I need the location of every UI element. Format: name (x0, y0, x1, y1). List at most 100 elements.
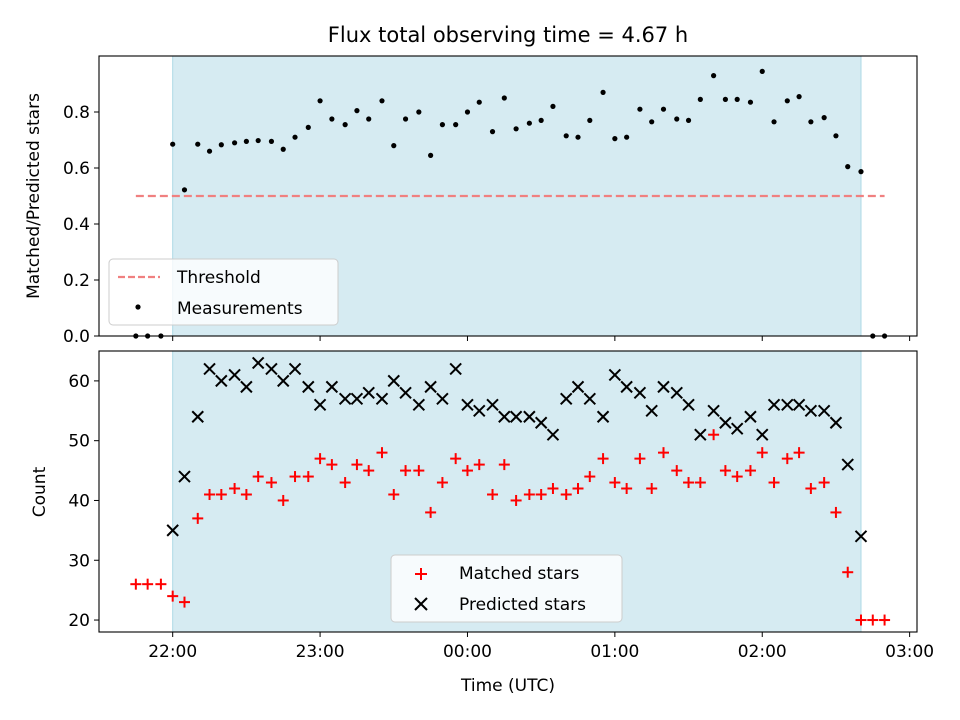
measurement-point (268, 138, 275, 144)
predicted-star-point (498, 410, 511, 423)
top-ylabel: Matched/Predicted stars (24, 93, 44, 299)
top-title: Flux total observing time = 4.67 h (328, 23, 688, 47)
matched-star-point (498, 459, 510, 471)
predicted-star-point (302, 380, 315, 394)
matched-star-point (461, 465, 473, 477)
predicted-star-point (682, 398, 695, 412)
predicted-star-point (265, 362, 278, 376)
measurement-point (416, 109, 422, 115)
measurement-point (181, 187, 188, 193)
predicted-star-point (744, 410, 757, 423)
measurement-point (796, 94, 802, 100)
matched-star-point (351, 459, 363, 471)
predicted-star-point (486, 398, 499, 412)
matched-star-point (830, 506, 842, 518)
predicted-star-point (191, 410, 204, 423)
matched-star-point (621, 483, 633, 495)
legend-matched-label: Matched stars (459, 564, 579, 584)
measurement-point (501, 95, 507, 101)
matched-star-point (719, 465, 731, 477)
measurement-point (329, 116, 335, 122)
matched-star-point (400, 465, 412, 477)
legend-predicted-label: Predicted stars (459, 595, 586, 615)
matched-star-point (240, 488, 252, 500)
predicted-star-point (560, 392, 573, 406)
predicted-star-point (325, 380, 339, 394)
predicted-star-point (375, 392, 389, 406)
predicted-star-point (436, 392, 449, 406)
matched-star-point (842, 566, 854, 578)
matched-star-point (388, 488, 400, 500)
matched-star-point (376, 447, 388, 459)
measurement-point (402, 116, 409, 122)
top-legend: Threshold Measurements (108, 258, 339, 326)
measurement-point (722, 96, 728, 102)
matched-star-point (252, 471, 264, 483)
matched-star-point (229, 483, 241, 495)
matched-star-point (634, 453, 646, 465)
measurement-point (550, 103, 556, 109)
matched-star-point (436, 477, 448, 489)
predicted-star-point (166, 524, 179, 537)
matched-star-point (560, 488, 572, 500)
predicted-star-point (829, 416, 843, 429)
predicted-star-point (583, 392, 597, 406)
predicted-star-point (756, 428, 769, 441)
bottom-panel: 20 30 40 50 60 22:00 23:00 00:00 01:00 02:00 03:0… (30, 350, 934, 696)
predicted-star-point (240, 380, 253, 394)
matched-star-point (694, 477, 706, 489)
top-ytick-label: 0.6 (63, 159, 90, 179)
matched-star-point (867, 614, 879, 626)
measurement-point (476, 99, 482, 105)
predicted-star-point (338, 392, 352, 406)
measurement-point (170, 141, 176, 147)
matched-star-point (597, 453, 609, 465)
bottom-xtick-label: 02:00 (738, 642, 787, 662)
bottom-ytick-label: 50 (68, 432, 90, 452)
measurement-point (379, 98, 385, 104)
top-x-ticks (172, 336, 911, 341)
matched-star-point (167, 590, 179, 602)
predicted-star-point (350, 392, 364, 406)
predicted-star-point (608, 368, 622, 382)
bottom-legend-box (390, 554, 623, 623)
predicted-star-point (781, 398, 794, 412)
top-ytick-label: 0.4 (63, 215, 90, 235)
matched-star-point (130, 578, 142, 590)
predicted-star-point (534, 416, 548, 429)
measurement-point (821, 115, 827, 121)
predicted-star-point (645, 404, 658, 417)
predicted-star-point (313, 398, 327, 412)
matched-star-point (708, 429, 720, 441)
bottom-xlabel: Time (UTC) (460, 676, 555, 696)
predicted-star-point (449, 362, 462, 376)
measurement-point (366, 116, 372, 122)
matched-star-point (855, 614, 867, 626)
predicted-star-point (596, 410, 610, 423)
predicted-star-point (228, 368, 241, 382)
matched-star-point (363, 465, 375, 477)
measurement-point (771, 119, 777, 125)
predicted-star-point (362, 386, 375, 400)
predicted-star-point (620, 380, 633, 394)
measurement-point (711, 73, 717, 79)
matched-star-point (572, 483, 584, 495)
measurement-point (231, 140, 238, 146)
matched-star-point (671, 465, 683, 477)
measurement-point (218, 142, 224, 148)
measurement-point (612, 136, 618, 142)
predicted-star-point (817, 404, 831, 417)
measurement-point (280, 146, 286, 152)
measurement-point (292, 134, 298, 140)
bottom-xtick-label: 00:00 (443, 642, 492, 662)
predicted-star-point (473, 404, 486, 417)
matched-star-point (547, 483, 559, 495)
top-ytick-label: 0.0 (63, 327, 90, 347)
matched-star-point (142, 578, 154, 590)
top-plot-frame (98, 55, 918, 337)
measurement-point (833, 133, 839, 139)
measurement-point (563, 133, 569, 139)
predicted-star-point (707, 404, 720, 417)
matched-star-point (413, 465, 425, 477)
predicted-star-point (251, 356, 265, 370)
